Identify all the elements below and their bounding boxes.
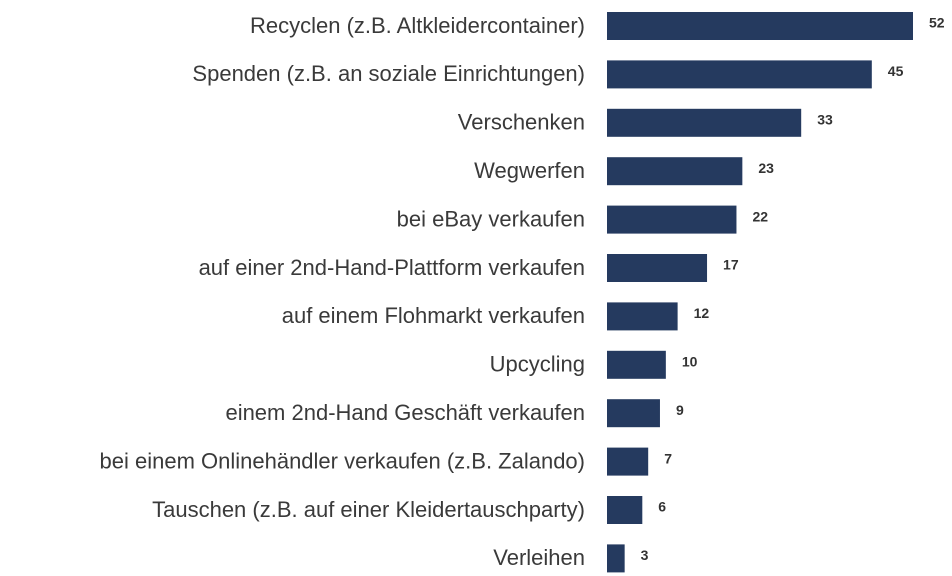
category-label: Tauschen (z.B. auf einer Kleidertauschpa… [152,497,585,522]
value-label: 33 [817,112,833,128]
value-label: 7 [664,450,672,466]
bar [607,350,666,379]
value-label: 9 [676,402,684,418]
category-label: bei einem Onlinehändler verkaufen (z.B. … [100,448,586,473]
bar [607,496,643,524]
category-label: auf einer 2nd-Hand-Plattform verkaufen [199,255,585,280]
value-label: 17 [723,257,739,273]
value-label: 10 [682,354,698,370]
value-label: 45 [888,63,904,79]
category-label: Wegwerfen [474,158,585,183]
category-label: Spenden (z.B. an soziale Einrichtungen) [192,61,585,86]
bar [607,12,913,40]
bar [607,157,743,186]
bar [607,205,737,234]
category-label: Upcycling [490,352,585,377]
bar [607,254,708,282]
category-label: bei eBay verkaufen [397,206,585,231]
value-label: 52 [929,15,945,31]
bar [607,60,872,89]
category-label: Recyclen (z.B. Altkleidercontainer) [250,13,585,38]
bar [607,399,660,428]
category-label: auf einem Flohmarkt verkaufen [282,303,585,328]
category-label: einem 2nd-Hand Geschäft verkaufen [225,400,585,425]
value-label: 23 [758,160,774,176]
category-label: Verschenken [458,110,585,135]
bar [607,108,802,137]
bar [607,447,649,476]
value-label: 22 [752,208,768,224]
bar [607,544,625,573]
category-label: Verleihen [493,545,585,570]
bar [607,302,678,331]
value-label: 3 [641,547,649,563]
value-label: 12 [694,305,710,321]
value-label: 6 [658,499,666,515]
